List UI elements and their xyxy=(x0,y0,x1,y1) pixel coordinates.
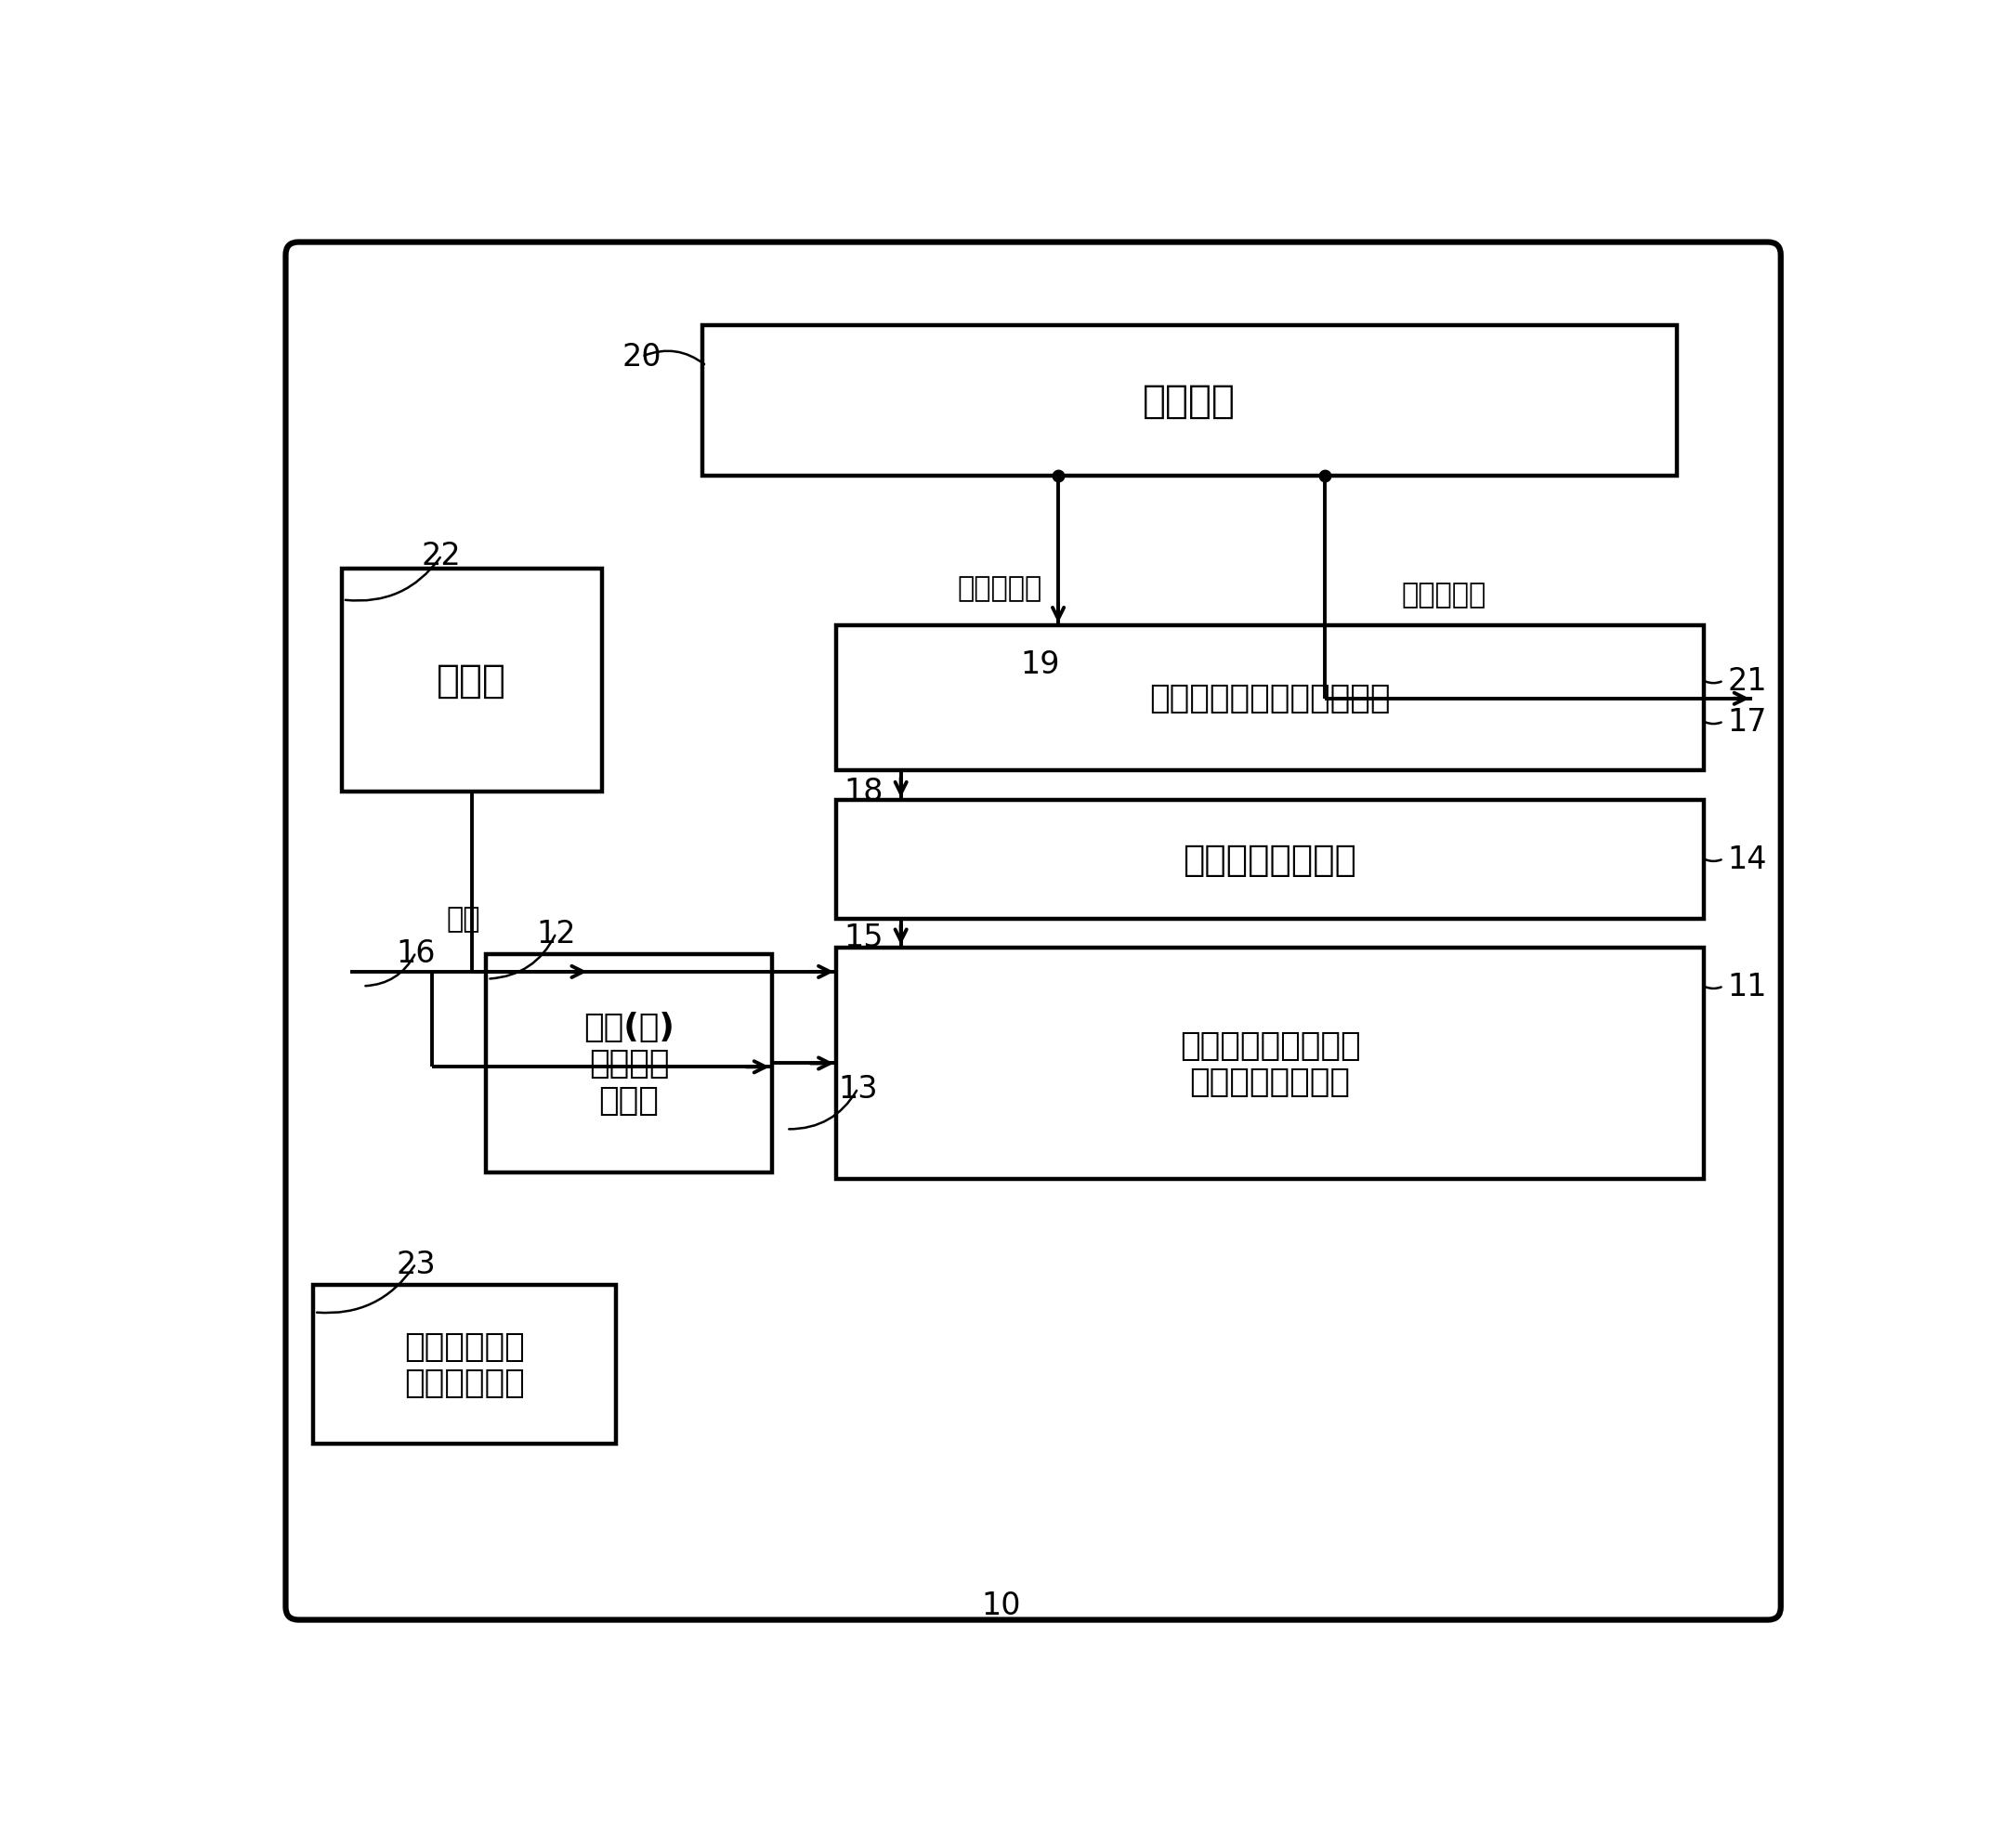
Text: 16: 16 xyxy=(395,937,435,968)
Text: 数据输出线: 数据输出线 xyxy=(1401,581,1486,609)
Text: 11: 11 xyxy=(1728,971,1766,1003)
Text: 13: 13 xyxy=(839,1074,877,1103)
FancyBboxPatch shape xyxy=(286,242,1780,1620)
Text: 18: 18 xyxy=(845,777,883,807)
Bar xyxy=(312,1285,617,1444)
Text: 控制器: 控制器 xyxy=(437,662,506,700)
Text: 具有一埋入相变化区
域的存储单元阵列: 具有一埋入相变化区 域的存储单元阵列 xyxy=(1179,1030,1361,1098)
Text: 其他电路: 其他电路 xyxy=(1143,381,1236,420)
Text: 字线(列)
译码器及
驱动器: 字线(列) 译码器及 驱动器 xyxy=(583,1012,675,1116)
Text: 19: 19 xyxy=(1020,649,1060,680)
Text: 14: 14 xyxy=(1728,843,1766,874)
Text: 偏压调整供应
电压及电流源: 偏压调整供应 电压及电流源 xyxy=(405,1331,524,1399)
Text: 15: 15 xyxy=(845,922,883,953)
Bar xyxy=(486,955,772,1173)
Text: 21: 21 xyxy=(1728,665,1766,697)
Text: 23: 23 xyxy=(395,1248,435,1279)
Bar xyxy=(702,326,1677,477)
Text: 17: 17 xyxy=(1728,706,1766,737)
Text: 感应放大器／数据输入结构: 感应放大器／数据输入结构 xyxy=(1149,682,1391,715)
Bar xyxy=(341,568,603,792)
Text: 12: 12 xyxy=(536,918,577,949)
Text: 位线（行）译码器: 位线（行）译码器 xyxy=(1183,841,1357,878)
Text: 22: 22 xyxy=(421,541,462,572)
Text: 数据输入线: 数据输入线 xyxy=(958,576,1042,601)
Text: 10: 10 xyxy=(982,1589,1020,1620)
Bar xyxy=(837,948,1704,1179)
Text: 20: 20 xyxy=(623,343,661,372)
Bar xyxy=(837,627,1704,770)
Text: 总线: 总线 xyxy=(446,906,480,933)
Bar xyxy=(837,801,1704,918)
